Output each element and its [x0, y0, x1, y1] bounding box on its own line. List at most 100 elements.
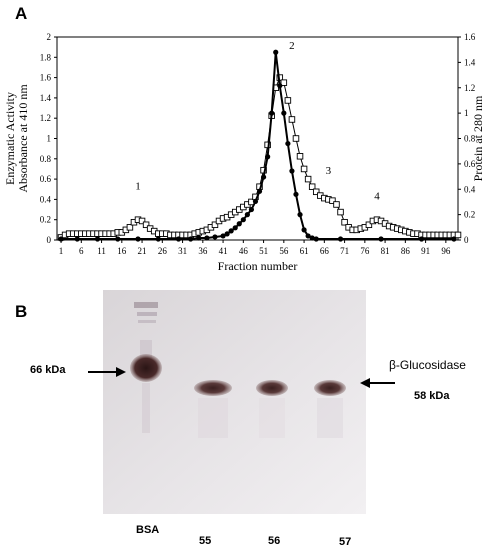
peak-label-3: 3 [326, 165, 332, 177]
x-tick-label-86: 86 [401, 246, 411, 256]
elution-chart: A 1 6 11 16 21 26 31 36 41 46 51 56 61 66 71 76 81 86 91 96… [3, 4, 485, 273]
y-axis-label-left-line1: Enzymatic Activity [3, 92, 17, 185]
x-tick-label-81: 81 [381, 246, 390, 256]
activity-point-4 [135, 236, 141, 242]
activity-point-32 [305, 233, 311, 239]
arrow-58kda [360, 378, 395, 388]
x-tick-label-6: 6 [79, 246, 84, 256]
band-label-58kda: 58 kDa [414, 390, 450, 402]
peak-label-1: 1 [135, 180, 141, 192]
activity-point-29 [293, 191, 299, 197]
y-left-tick-label-1: 1 [47, 134, 52, 144]
activity-point-18 [248, 206, 255, 213]
y-left-tick-label-0.8: 0.8 [40, 154, 52, 164]
activity-point-9 [204, 235, 210, 241]
activity-point-16 [240, 217, 246, 223]
activity-point-11 [220, 233, 226, 239]
y-right-tick-label-1.4: 1.4 [464, 57, 476, 67]
x-tick-label-46: 46 [239, 246, 249, 256]
lane-57 [314, 380, 346, 438]
activity-point-24 [273, 49, 279, 55]
activity-point-31 [301, 227, 307, 233]
protein-point-59 [296, 153, 304, 160]
peak-label-4: 4 [374, 190, 380, 202]
activity-point-3 [115, 236, 121, 242]
gel-image [88, 290, 395, 514]
activity-point-17 [244, 212, 250, 218]
protein-point-58 [292, 135, 300, 142]
protein-point-38 [211, 221, 219, 229]
protein-point-98 [454, 231, 462, 239]
activity-point-38 [451, 236, 457, 242]
y-right-tick-label-0.4: 0.4 [464, 184, 476, 194]
y-left-tick-label-1.4: 1.4 [40, 93, 52, 103]
x-tick-label-66: 66 [320, 246, 330, 256]
protein-point-21 [142, 221, 150, 229]
activity-point-22 [265, 154, 271, 160]
y-left-tick-label-0.6: 0.6 [40, 174, 52, 184]
activity-point-5 [155, 236, 161, 242]
y-left-tick-label-1.8: 1.8 [40, 52, 52, 62]
x-tick-label-11: 11 [97, 246, 106, 256]
activity-point-23 [269, 110, 275, 116]
x-tick-label-91: 91 [421, 246, 430, 256]
lane-55 [194, 380, 232, 438]
y-left-tick-label-0: 0 [47, 235, 52, 245]
lane-label-56: 56 [268, 535, 281, 547]
y-axis-label-left-line2: Absorbance at 410 nm [16, 84, 30, 193]
panel-b: B [0, 280, 490, 550]
x-tick-label-76: 76 [360, 246, 370, 256]
y-right-tick-label-0.6: 0.6 [464, 159, 476, 169]
activity-point-27 [285, 140, 291, 147]
y-left-tick-label-0.2: 0.2 [40, 215, 51, 225]
x-tick-label-36: 36 [198, 246, 208, 256]
activity-point-34 [313, 236, 319, 242]
y-left-tick-label-2: 2 [47, 32, 52, 42]
x-tick-label-71: 71 [340, 246, 349, 256]
protein-line [60, 76, 458, 238]
y-right-tick-label-0.8: 0.8 [464, 134, 476, 144]
arrow-66kda [88, 367, 126, 377]
protein-point-61 [304, 175, 312, 183]
peak-label-2: 2 [289, 40, 295, 52]
lane-label-57: 57 [339, 536, 352, 548]
annotation-layer: 1 2 3 4 [135, 40, 380, 202]
protein-point-68 [333, 201, 340, 208]
series-layer [57, 49, 462, 242]
x-tick-label-21: 21 [138, 246, 147, 256]
activity-point-1 [74, 236, 80, 242]
activity-point-13 [228, 228, 234, 234]
protein-point-63 [312, 188, 320, 196]
protein-point-67 [329, 197, 336, 204]
lane-bsa [130, 302, 162, 433]
x-tick-label-56: 56 [279, 246, 289, 256]
activity-point-15 [236, 221, 242, 227]
panel-a: A 1 6 11 16 21 26 31 36 41 46 51 56 61 66 71 76 81 86 91 96… [3, 4, 485, 273]
activity-point-2 [94, 236, 101, 242]
protein-name-label: β-Glucosidase [389, 358, 466, 372]
lane-56 [256, 380, 288, 438]
protein-point-76 [365, 221, 373, 229]
y-left-tick-label-1.6: 1.6 [40, 73, 52, 83]
y-axis-label-right: Protein at 280 nm [471, 95, 485, 181]
activity-point-7 [188, 236, 194, 242]
y-right-tick-label-0.2: 0.2 [464, 210, 475, 220]
protein-point-62 [308, 183, 316, 190]
x-tick-label-31: 31 [178, 246, 187, 256]
activity-point-33 [309, 235, 315, 241]
activity-point-6 [175, 236, 182, 242]
activity-point-8 [196, 235, 202, 241]
protein-point-57 [288, 116, 296, 123]
activity-line [61, 52, 454, 240]
activity-point-19 [252, 198, 259, 205]
x-tick-label-96: 96 [441, 246, 451, 256]
marker-label-66kda: 66 kDa [30, 364, 66, 376]
protein-point-60 [300, 165, 308, 173]
activity-point-35 [337, 236, 344, 242]
y-right-tick-label-0: 0 [464, 235, 469, 245]
activity-point-21 [260, 174, 267, 180]
activity-point-26 [281, 110, 287, 116]
activity-point-12 [224, 231, 230, 237]
x-axis-label: Fraction number [218, 259, 298, 273]
x-tick-label-61: 61 [300, 246, 309, 256]
